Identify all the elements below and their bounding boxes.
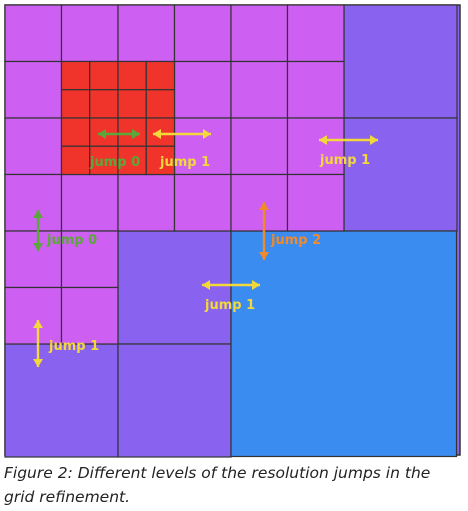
coarse-cell	[343, 117, 458, 232]
finest-cell	[117, 145, 147, 176]
finest-cell	[145, 145, 176, 176]
finest-cell	[145, 89, 176, 119]
label-jump2-vertical: jump 2	[270, 233, 321, 248]
fine-cell	[286, 173, 345, 232]
finest-cell	[89, 89, 119, 119]
label-jump0-horizontal: jump 0	[89, 155, 140, 170]
fine-cell	[286, 4, 345, 63]
jump-labels: jump 0 jump 1 jump 1 jump 0 jump 2 jump …	[46, 153, 370, 354]
finest-cell	[117, 89, 147, 119]
fine-cell	[4, 4, 63, 63]
fine-cell	[117, 4, 176, 63]
finest-cell	[60, 117, 91, 147]
fine-cell	[173, 4, 232, 63]
figure-caption: Figure 2: Different levels of the resolu…	[4, 464, 431, 506]
coarsest-cell	[230, 230, 458, 458]
fine-cell	[230, 117, 289, 176]
finest-cell	[60, 89, 91, 119]
fine-cell	[173, 117, 232, 176]
finest-cell	[117, 60, 147, 91]
fine-cell	[4, 117, 63, 176]
finest-cell	[145, 60, 176, 91]
jump-arrows	[33, 129, 378, 367]
fine-cell	[230, 4, 289, 63]
grid-cells	[4, 4, 461, 458]
finest-cell	[145, 117, 176, 147]
jump1-horizontal-arrow-left	[153, 129, 211, 139]
jump2-vertical-arrow	[259, 202, 269, 260]
fine-cell	[173, 60, 232, 119]
finest-cell	[60, 60, 91, 91]
label-jump1-horizontal-middle: jump 1	[204, 298, 255, 313]
fine-cell	[286, 60, 345, 119]
finest-cell	[60, 145, 91, 176]
finest-cell	[89, 145, 119, 176]
jump1-horizontal-arrow-middle	[202, 280, 260, 290]
coarse-cell	[117, 343, 232, 458]
fine-cell	[4, 60, 63, 119]
finest-cell	[89, 60, 119, 91]
label-jump0-vertical: jump 0	[46, 233, 97, 248]
fine-cell	[60, 173, 119, 232]
jump0-vertical-arrow	[33, 210, 43, 251]
fine-cell	[4, 173, 63, 232]
grid-refinement-diagram: jump 0 jump 1 jump 1 jump 0 jump 2 jump …	[4, 4, 461, 458]
label-jump1-horizontal-left: jump 1	[159, 155, 210, 170]
label-jump1-horizontal-right: jump 1	[319, 153, 370, 168]
jump1-vertical-arrow-lower	[33, 320, 43, 367]
fine-cell	[173, 173, 232, 232]
label-jump1-vertical-lower: jump 1	[48, 339, 99, 354]
jump0-horizontal-arrow	[98, 129, 140, 139]
coarse-cell	[4, 343, 119, 458]
jump1-horizontal-arrow-right	[319, 135, 378, 145]
fine-cell	[286, 117, 345, 176]
fine-cell	[230, 60, 289, 119]
fine-cell	[60, 286, 119, 345]
fine-cell	[230, 173, 289, 232]
coarse-cell	[117, 230, 232, 345]
fine-cell	[60, 4, 119, 63]
fine-cell	[117, 173, 176, 232]
fine-cell	[4, 286, 63, 345]
coarse-cell	[343, 4, 458, 119]
